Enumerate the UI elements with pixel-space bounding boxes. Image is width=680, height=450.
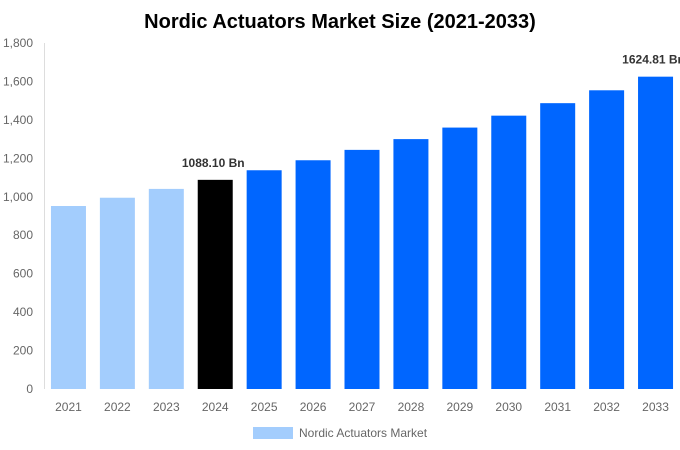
y-tick-label: 600 [13, 267, 33, 281]
legend-swatch [253, 427, 293, 439]
y-tick-label: 400 [13, 305, 33, 319]
bar-2032[interactable] [589, 90, 625, 389]
chart-title: Nordic Actuators Market Size (2021-2033) [144, 11, 536, 33]
x-tick-label: 2026 [300, 400, 327, 414]
y-tick-label: 1,200 [3, 151, 33, 165]
y-tick-label: 800 [13, 228, 33, 242]
y-tick-label: 1,800 [3, 36, 33, 50]
x-tick-label: 2028 [398, 400, 425, 414]
bar-2029[interactable] [442, 127, 478, 390]
x-tick-label: 2024 [202, 400, 229, 414]
bar-2023[interactable] [148, 188, 184, 389]
bar-2027[interactable] [344, 149, 380, 389]
x-tick-label: 2032 [593, 400, 620, 414]
bar-2033[interactable] [638, 76, 674, 389]
x-tick-label: 2029 [446, 400, 473, 414]
x-tick-label: 2027 [349, 400, 376, 414]
bar-2030[interactable] [491, 115, 527, 389]
x-tick-label: 2021 [55, 400, 82, 414]
bar-2022[interactable] [99, 197, 135, 389]
y-tick-label: 1,000 [3, 190, 33, 204]
bar-2026[interactable] [295, 160, 331, 389]
x-tick-label: 2030 [495, 400, 522, 414]
bar-2021[interactable] [50, 206, 86, 389]
x-tick-label: 2023 [153, 400, 180, 414]
data-label: 1088.10 Bn [182, 156, 245, 170]
legend[interactable]: Nordic Actuators Market [253, 426, 428, 440]
y-tick-label: 0 [26, 382, 33, 396]
y-tick-label: 1,600 [3, 74, 33, 88]
bar-2025[interactable] [246, 170, 282, 389]
x-tick-label: 2031 [544, 400, 571, 414]
data-label: 1624.81 Bn [622, 53, 680, 67]
x-tick-label: 2022 [104, 400, 131, 414]
y-tick-label: 1,400 [3, 113, 33, 127]
y-tick-label: 200 [13, 344, 33, 358]
x-tick-label: 2025 [251, 400, 278, 414]
bar-2031[interactable] [540, 103, 576, 389]
x-tick-label: 2033 [642, 400, 669, 414]
legend-label: Nordic Actuators Market [299, 426, 428, 440]
bar-2024[interactable] [197, 179, 233, 389]
bar-2028[interactable] [393, 139, 429, 389]
